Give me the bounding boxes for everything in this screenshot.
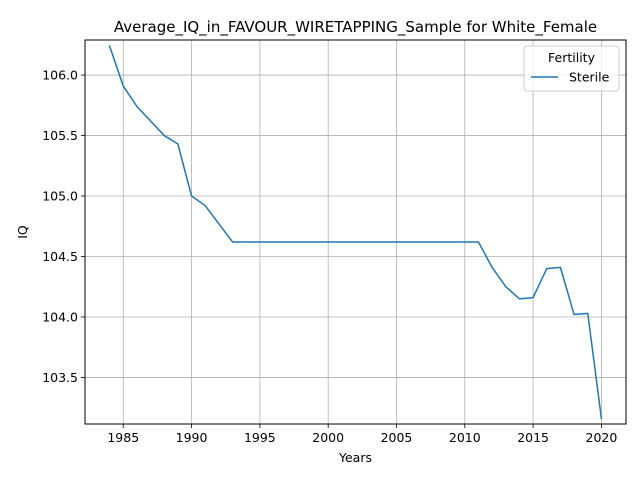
y-tick-label: 104.5: [42, 249, 78, 264]
x-tick-label: 1985: [107, 430, 139, 445]
series-line-sterile: [108, 45, 603, 420]
y-axis: 103.5 104.0 104.5 105.0 105.5 106.0: [42, 68, 85, 385]
x-tick-label: 1990: [176, 430, 208, 445]
x-tick-label: 2005: [381, 430, 413, 445]
x-tick-label: 1995: [244, 430, 276, 445]
y-tick-label: 105.5: [42, 128, 78, 143]
legend-box: [523, 45, 620, 92]
x-tick-label: 2020: [586, 430, 618, 445]
x-axis-label: Years: [338, 450, 372, 465]
x-tick-label: 2010: [449, 430, 481, 445]
y-tick-label: 105.0: [42, 189, 78, 204]
legend: Fertility Sterile: [523, 45, 620, 92]
legend-entries: Sterile: [531, 70, 610, 85]
chart-title: Average_IQ_in_FAVOUR_WIRETAPPING_Sample …: [114, 18, 597, 37]
legend-entry-label: Sterile: [569, 70, 610, 85]
grid-lines: [85, 40, 626, 424]
x-tick-label: 2000: [312, 430, 344, 445]
series-lines: [108, 45, 603, 420]
y-axis-label: IQ: [15, 225, 30, 239]
plot-frame: [84, 39, 627, 425]
y-tick-label: 104.0: [42, 309, 78, 324]
y-tick-label: 106.0: [42, 68, 78, 83]
y-tick-label: 103.5: [42, 370, 78, 385]
legend-title: Fertility: [548, 50, 596, 65]
x-tick-label: 2015: [517, 430, 549, 445]
x-axis: 1985 1990 1995 2000 2005 2010 2015 2020: [107, 424, 617, 445]
